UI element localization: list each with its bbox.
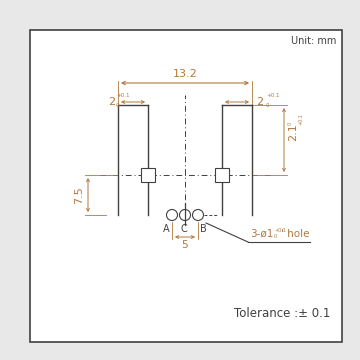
- Circle shape: [193, 210, 203, 220]
- Text: 0: 0: [266, 103, 270, 108]
- Text: ' hole: ' hole: [281, 229, 310, 239]
- Text: Unit: mm: Unit: mm: [291, 36, 336, 46]
- Text: C: C: [181, 225, 187, 234]
- Text: 13.2: 13.2: [173, 69, 197, 79]
- Circle shape: [180, 210, 190, 220]
- Bar: [30, 30, 342, 342]
- Text: 7.5: 7.5: [74, 186, 84, 204]
- Text: 5: 5: [182, 240, 188, 250]
- Text: 2: 2: [108, 97, 115, 107]
- Text: 2.1: 2.1: [288, 123, 298, 141]
- Text: 0: 0: [116, 103, 120, 108]
- Text: 2: 2: [256, 97, 263, 107]
- Text: 3-ø1: 3-ø1: [250, 229, 273, 239]
- Text: +0.1: +0.1: [274, 228, 286, 233]
- Text: 0: 0: [274, 234, 277, 239]
- Bar: [141, 168, 155, 182]
- Text: Tolerance :± 0.1: Tolerance :± 0.1: [234, 307, 330, 320]
- Text: +0.1: +0.1: [116, 93, 130, 98]
- Text: +0.1: +0.1: [298, 113, 303, 125]
- Text: 0: 0: [288, 122, 293, 125]
- Text: +0.1: +0.1: [266, 93, 279, 98]
- Text: B: B: [200, 225, 207, 234]
- Bar: [215, 168, 229, 182]
- Text: A: A: [163, 225, 170, 234]
- Circle shape: [166, 210, 177, 220]
